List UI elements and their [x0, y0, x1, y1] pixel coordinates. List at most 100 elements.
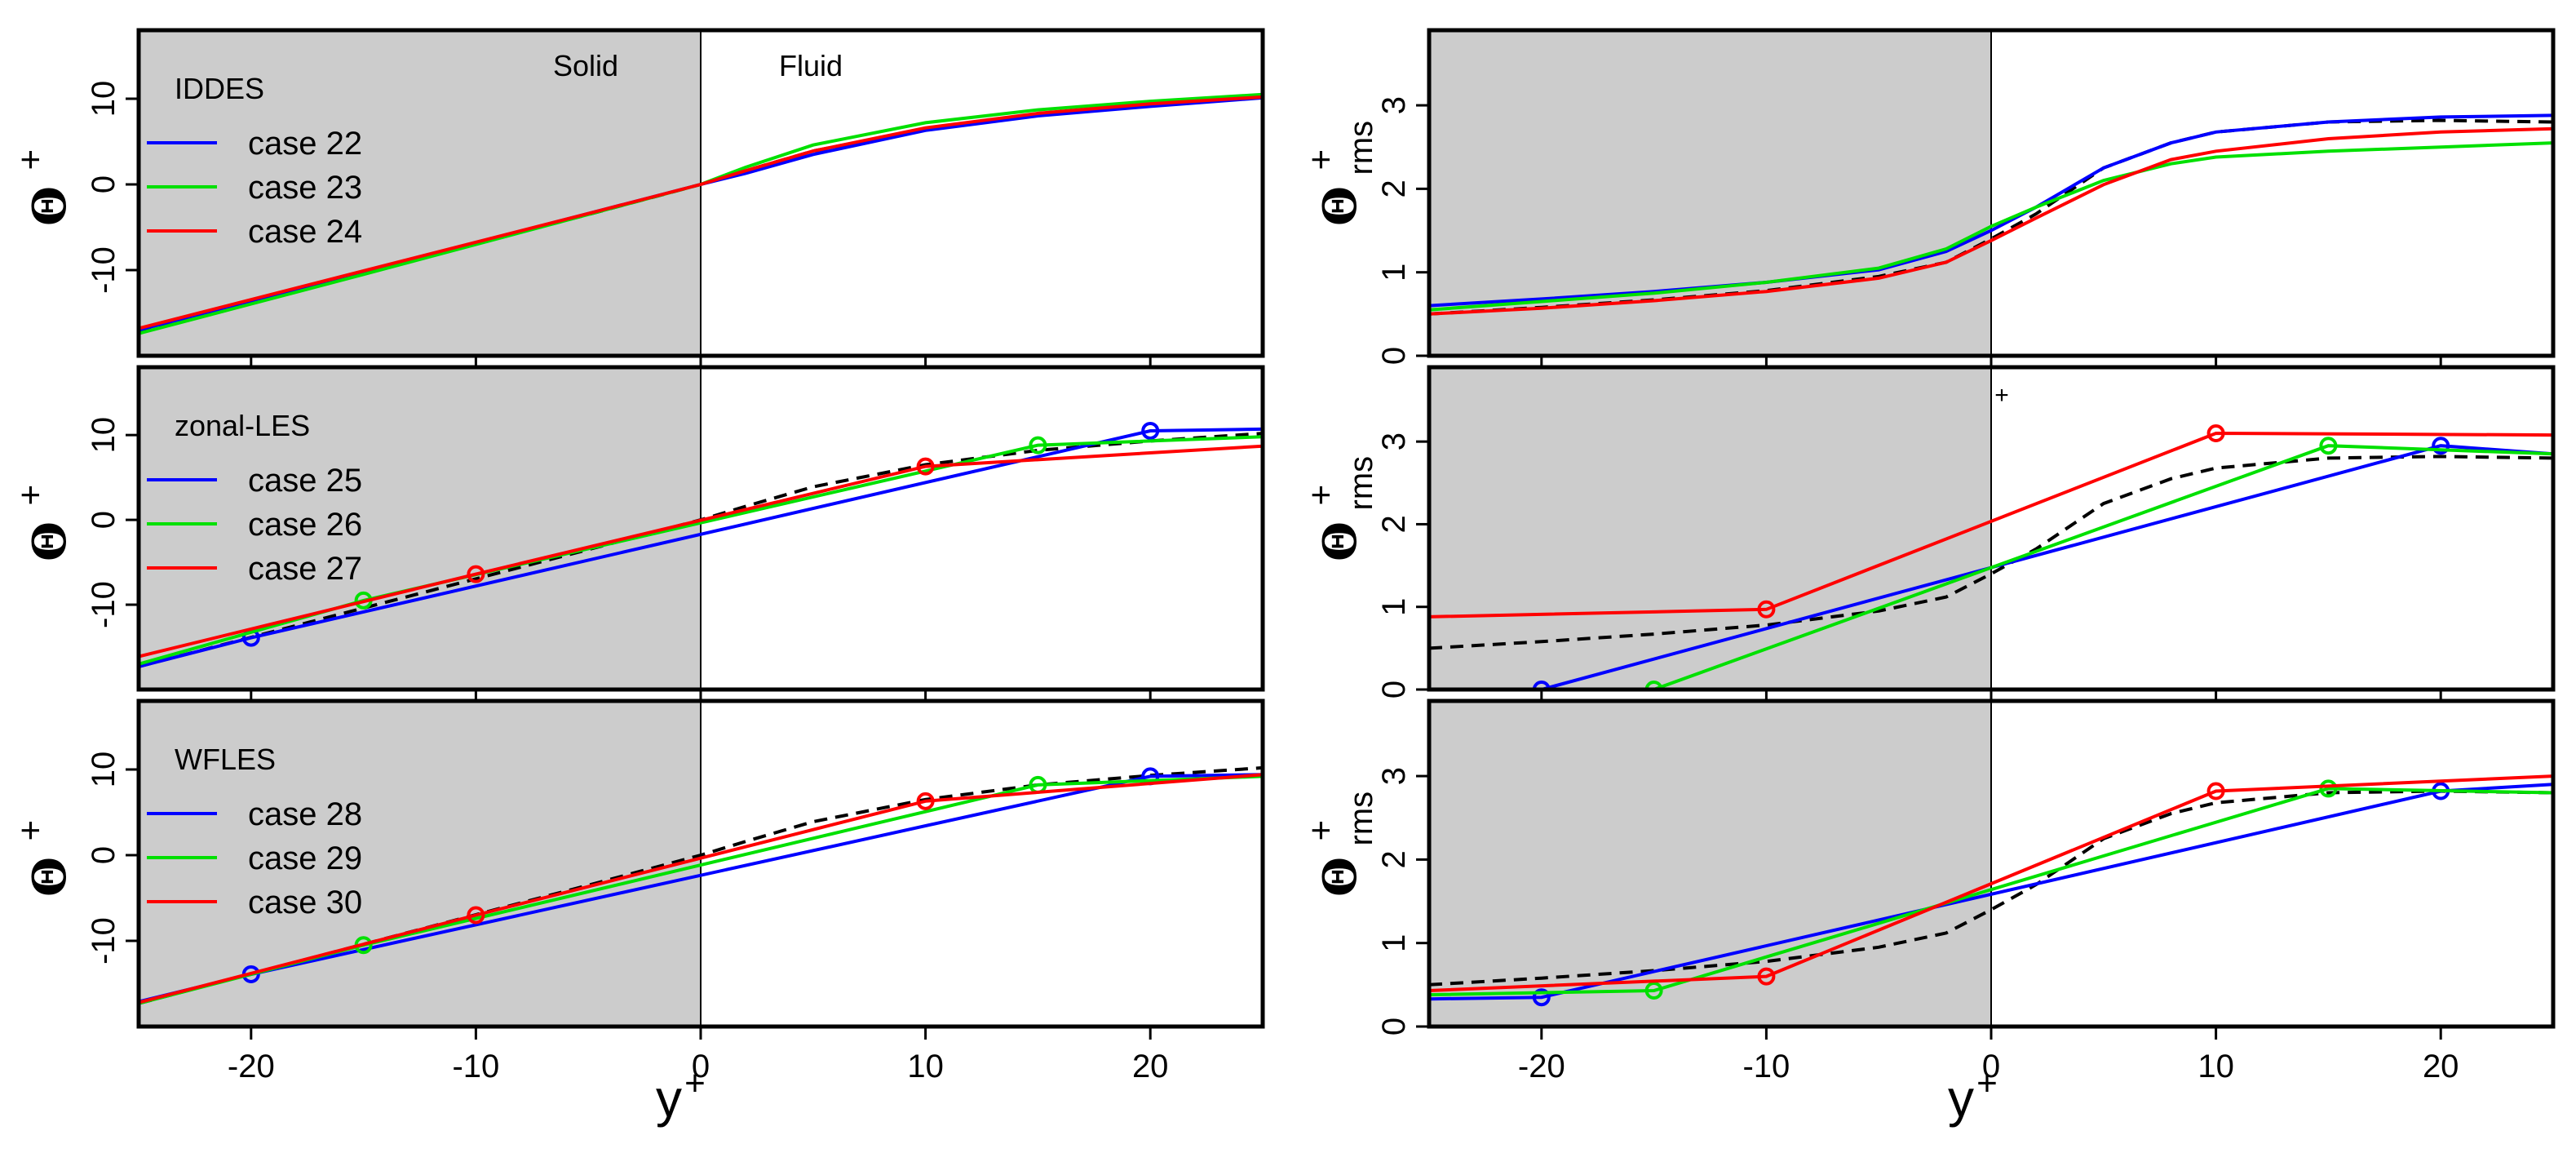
y-tick-label: 3	[1376, 432, 1412, 450]
y-tick-label: 0	[86, 175, 122, 193]
data-point-marker	[2206, 424, 2225, 443]
data-point-marker	[916, 457, 935, 476]
y-axis-label-sup: +	[1301, 485, 1341, 506]
legend-title: zonal-LES	[175, 409, 310, 442]
panel-right-3: 0 1 2 3 -20 -10 0 10 20 Θ + rms	[1301, 698, 2556, 1084]
series-line-case-25	[139, 427, 1263, 668]
y-axis-label-sup: +	[11, 485, 51, 506]
data-point-marker	[1757, 967, 1776, 986]
panel-left-3: -10 0 10 -20 -10 0 10 20 WFLES case 28 case 29 case…	[11, 698, 1265, 1084]
y-axis-label: Θ + rms	[1301, 456, 1379, 561]
data-point-marker	[467, 565, 485, 583]
x-axis-label-right-sup: +	[1976, 1063, 1998, 1103]
y-axis-label: Θ + rms	[1301, 121, 1379, 226]
data-point-marker	[2319, 779, 2338, 798]
data-point-marker	[916, 792, 935, 810]
series-line-case-23	[139, 92, 1263, 335]
y-tick-label: 10	[86, 752, 122, 788]
panel-frame	[136, 28, 1265, 358]
solid-region-shading	[139, 30, 701, 356]
plot-area	[139, 765, 1263, 1005]
solid-region-label: Solid	[553, 49, 618, 82]
y-tick-label: 0	[86, 846, 122, 864]
x-tick-label: -20	[1518, 1049, 1565, 1084]
panel-frame	[1427, 698, 2556, 1029]
y-tick-label: -10	[86, 917, 122, 965]
plot-area	[1429, 113, 2553, 316]
y-axis-label-main: Θ	[1313, 521, 1367, 561]
x-tick-label: 20	[1132, 1049, 1169, 1084]
y-axis-label-main: Θ	[1313, 186, 1367, 226]
x-axis-label-right: y	[1948, 1069, 1974, 1128]
data-point-marker	[1532, 988, 1551, 1007]
series-line-case-30	[139, 773, 1263, 1004]
plot-area	[139, 92, 1263, 335]
stray-plus-mark: +	[1994, 382, 2009, 409]
data-point-marker	[2319, 437, 2338, 455]
x-tick-label: 10	[2198, 1049, 2234, 1084]
x-tick-label: 0	[692, 1049, 710, 1084]
y-axis-label-sub: rms	[1343, 792, 1379, 846]
x-tick-label: 10	[907, 1049, 944, 1084]
data-point-marker	[1644, 982, 1663, 1000]
series-line-series-3	[1429, 126, 2553, 316]
x-tick-label: 0	[1982, 1049, 2000, 1084]
panel-frame	[1427, 28, 2556, 358]
y-axis-label-sup: +	[11, 820, 51, 841]
y-tick-label: 0	[1376, 347, 1412, 365]
y-axis-label-main: Θ	[23, 857, 77, 897]
solid-region-shading	[139, 701, 701, 1027]
y-tick-label: -10	[86, 246, 122, 294]
legend-entry: case 27	[248, 551, 362, 587]
data-point-marker	[2206, 782, 2225, 800]
x-axis-label-left-sup: +	[684, 1063, 706, 1103]
series-line-series-2	[1429, 141, 2553, 312]
x-axis-label-left: y	[656, 1069, 682, 1128]
x-tick-label: -20	[228, 1049, 275, 1084]
data-point-marker	[2432, 437, 2450, 455]
panel-frame	[136, 698, 1265, 1029]
solid-region-shading	[139, 367, 701, 690]
series-line-series-3	[1429, 774, 2553, 992]
y-axis-label-sup: +	[11, 149, 51, 171]
legend-entry: case 24	[248, 214, 362, 250]
series-line-series-1	[1429, 783, 2553, 1001]
x-tick-label: 20	[2423, 1049, 2459, 1084]
data-point-marker	[467, 906, 485, 925]
y-axis-label-sub: rms	[1343, 456, 1379, 511]
series-line-case-26	[139, 435, 1263, 666]
plot-area	[1429, 774, 2553, 1007]
data-point-marker	[1532, 681, 1551, 690]
y-tick-label: 2	[1376, 180, 1412, 197]
data-point-marker	[1644, 681, 1663, 690]
y-tick-label: 0	[86, 511, 122, 529]
y-tick-label: 2	[1376, 515, 1412, 533]
panel-frame	[1427, 365, 2556, 692]
legend-entry: case 30	[248, 885, 362, 920]
y-axis-label-main: Θ	[1313, 857, 1367, 897]
panel-right-1: 0 1 2 3 Θ + rms	[1301, 28, 2556, 369]
y-tick-label: 10	[86, 417, 122, 454]
y-tick-label: -10	[86, 581, 122, 628]
solid-region-shading	[1429, 367, 1991, 690]
data-point-marker	[1757, 600, 1776, 619]
y-tick-label: 3	[1376, 767, 1412, 785]
solid-region-shading	[1429, 30, 1991, 356]
y-axis-label-sup: +	[1301, 820, 1341, 841]
y-axis-label: Θ+	[11, 820, 77, 897]
y-tick-label: 0	[1376, 681, 1412, 698]
data-point-marker	[1141, 421, 1160, 440]
data-point-marker	[1029, 436, 1047, 455]
legend-entry: case 26	[248, 507, 362, 543]
series-line-series-3	[1429, 431, 2553, 619]
x-tick-label: -10	[1742, 1049, 1790, 1084]
series-line-case-27	[139, 444, 1263, 659]
series-line-series-2	[1653, 444, 2553, 690]
y-axis-label-main: Θ	[23, 521, 77, 561]
panel-frame	[136, 365, 1265, 692]
plot-area	[139, 421, 1263, 668]
